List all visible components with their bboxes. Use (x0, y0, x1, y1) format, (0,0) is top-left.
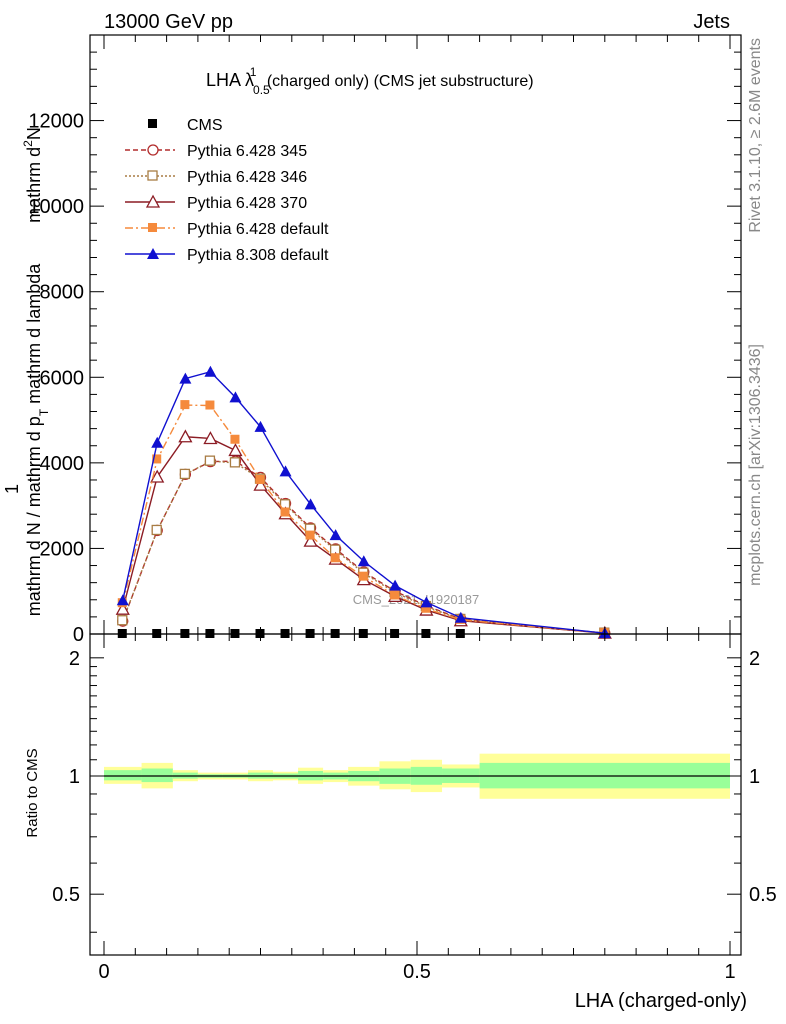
main-ytick-label: 2000 (40, 538, 85, 560)
data-point (230, 434, 240, 444)
data-point (178, 429, 193, 443)
data-point (180, 400, 190, 410)
series-pythia-8-308-default (116, 365, 611, 639)
ratio-axes-box (89, 633, 742, 956)
ratio-xlabel: LHA (charged-only) (575, 990, 747, 1012)
series-line (122, 460, 605, 634)
data-point (179, 468, 191, 480)
data-point (390, 590, 400, 600)
series-pythia-6-428-345 (117, 455, 611, 639)
svg-text:1: 1 (2, 484, 22, 494)
data-point (254, 420, 267, 432)
data-point (253, 477, 268, 491)
ratio-ytick-label-right: 0.5 (749, 884, 777, 906)
legend-label: Pythia 8.308 default (187, 247, 329, 264)
data-point (179, 372, 192, 384)
legend-label: Pythia 6.428 346 (187, 169, 307, 186)
svg-text:mathrm d N / mathrm d pT mathr: mathrm d N / mathrm d pT mathrm d lambda (24, 263, 51, 616)
data-point (330, 553, 340, 563)
main-title: LHA λ0.51 (charged only) (CMS jet substr… (206, 65, 534, 97)
ratio-xtick-label: 0.5 (403, 961, 431, 983)
data-point (203, 431, 218, 445)
series-line (122, 436, 605, 634)
data-point (151, 524, 162, 536)
data-point (279, 465, 292, 477)
data-point (358, 571, 368, 581)
main-ytick-label: 4000 (40, 453, 85, 475)
data-point (229, 391, 242, 403)
series-line (122, 370, 605, 634)
rivet-label: Rivet 3.1.10, ≥ 2.6M events (747, 38, 764, 233)
data-point (357, 555, 370, 567)
main-ytick-label: 6000 (40, 367, 85, 389)
ratio-ytick-label-right: 2 (749, 648, 760, 670)
main-ytick-label: 10000 (28, 196, 84, 218)
header-right: Jets (693, 11, 730, 33)
data-point (151, 436, 164, 448)
data-point (205, 400, 215, 410)
main-ytick-label: 8000 (40, 282, 85, 304)
stat-band-bin (141, 768, 173, 783)
main-ytick-label: 12000 (28, 111, 84, 133)
ratio-frame: 0.5 0.5 1 1 2 2 0 0.5 1 (52, 633, 777, 983)
legend-label: Pythia 6.428 370 (187, 195, 307, 212)
data-point (152, 454, 162, 464)
legend: CMS Pythia 6.428 345 Pythia 6.428 346 Pythi… (125, 117, 329, 264)
legend-entry: Pythia 6.428 default (125, 221, 329, 238)
legend-label: Pythia 6.428 345 (187, 143, 307, 160)
legend-entry: CMS (148, 117, 223, 134)
legend-label: CMS (187, 117, 223, 134)
data-point (305, 530, 315, 540)
main-ylabel: mathrm d2N 1 mathrm d N / mathrm d pT ma… (2, 127, 51, 616)
main-frame: 0 2000 4000 6000 8000 10000 12000 (28, 34, 742, 646)
data-point (420, 596, 433, 608)
data-point (280, 507, 290, 517)
legend-marker (147, 248, 159, 259)
legend-entry: Pythia 6.428 346 (125, 169, 307, 186)
ratio-ytick-label: 1 (69, 766, 80, 788)
data-point (389, 579, 402, 591)
data-point (204, 455, 216, 466)
data-point (454, 611, 467, 623)
ratio-ytick-label-right: 1 (749, 766, 760, 788)
data-point (303, 533, 318, 547)
data-point (117, 615, 128, 626)
data-point (228, 443, 243, 457)
stat-band-bin (104, 770, 142, 781)
header-left: 13000 GeV pp (104, 11, 233, 33)
series-pythia-6-428-370 (115, 429, 612, 639)
ratio-ytick-label: 0.5 (52, 884, 80, 906)
watermark: CMS_2021_I1920187 (353, 592, 480, 607)
legend-marker (148, 223, 157, 232)
data-point (255, 474, 265, 484)
data-point (421, 603, 431, 613)
data-point (204, 365, 217, 377)
legend-entry: Pythia 6.428 345 (125, 143, 307, 160)
ratio-bands (104, 753, 730, 799)
legend-marker (148, 119, 157, 128)
series-line (122, 460, 605, 634)
series-pythia-6-428-346 (117, 455, 610, 638)
legend-entry: Pythia 6.428 370 (125, 194, 307, 212)
legend-entry: Pythia 8.308 default (125, 247, 329, 264)
legend-marker (147, 170, 158, 181)
data-point (116, 594, 129, 606)
ratio-xtick-label: 1 (724, 961, 735, 983)
main-ytick-label: 0 (73, 624, 84, 646)
ratio-ytick-label: 2 (69, 648, 80, 670)
data-point (229, 457, 241, 468)
legend-marker (145, 194, 161, 208)
mcplots-label: mcplots.cern.ch [arXiv:1306.3436] (747, 344, 764, 586)
legend-marker (147, 144, 159, 156)
ratio-xtick-label: 0 (98, 961, 109, 983)
data-point (304, 498, 317, 510)
legend-label: Pythia 6.428 default (187, 221, 329, 238)
svg-text:mathrm d2N: mathrm d2N (21, 127, 44, 223)
data-point (329, 529, 342, 541)
ratio-ylabel: Ratio to CMS (24, 748, 41, 837)
data-point (150, 469, 165, 483)
data-point (115, 601, 130, 615)
